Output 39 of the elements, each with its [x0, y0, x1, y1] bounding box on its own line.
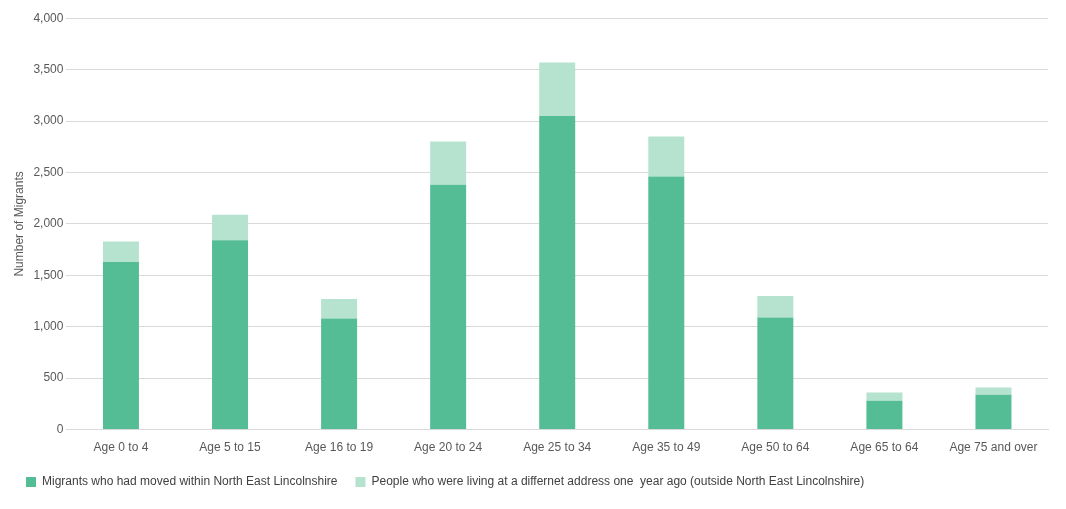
bar [321, 318, 358, 430]
x-tick-label: Age 65 to 64 [850, 440, 919, 455]
bar [539, 62, 576, 116]
x-tick-label: Age 5 to 15 [199, 440, 262, 455]
bar [648, 136, 685, 177]
x-tick-label: Age 75 and over [949, 440, 1038, 455]
y-axis-title: Number of Migrants [11, 171, 26, 277]
y-tick-label: 3,500 [33, 61, 64, 76]
y-tick-label: 1,500 [33, 267, 64, 282]
bar [430, 184, 467, 430]
y-tick-label: 500 [43, 370, 64, 385]
x-tick-label: Age 16 to 19 [305, 440, 374, 455]
bar [321, 298, 358, 319]
bar [539, 115, 576, 430]
y-tick-label: 0 [56, 421, 64, 436]
x-tick-label: Age 35 to 49 [632, 440, 701, 455]
bar [757, 295, 794, 318]
y-tick-label: 4,000 [33, 10, 64, 25]
y-tick-label: 2,500 [33, 164, 64, 179]
x-tick-label: Age 0 to 4 [93, 440, 149, 455]
bar [212, 240, 249, 430]
bar [212, 214, 249, 241]
bar [102, 261, 139, 430]
y-tick-label: 3,000 [33, 113, 64, 128]
y-tick-label: 1,000 [33, 319, 64, 334]
bar [430, 141, 467, 185]
y-tick-label: 2,000 [33, 216, 64, 231]
x-tick-label: Age 25 to 34 [523, 440, 592, 455]
bar [866, 400, 903, 430]
bar [975, 387, 1012, 395]
x-tick-label: Age 20 to 24 [414, 440, 483, 455]
bar [102, 241, 139, 262]
bar [975, 394, 1012, 430]
legend-label: People who were living at a differnet address one year ago (outside North East Lincolnshire) [371, 474, 865, 489]
bar [648, 176, 685, 430]
legend-label: Migrants who had moved within North East Lincolnshire [42, 474, 338, 489]
bar [757, 317, 794, 430]
bar [866, 392, 903, 401]
x-tick-label: Age 50 to 64 [741, 440, 810, 455]
